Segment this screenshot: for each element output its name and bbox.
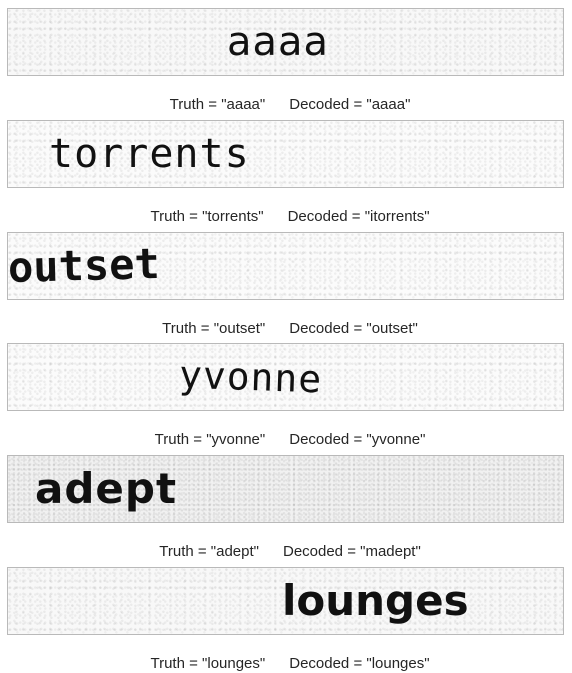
truth-label: Truth = "aaaa" — [169, 96, 266, 113]
sample-image-1: aaaa — [7, 8, 564, 76]
truth-label: Truth = "adept" — [159, 543, 259, 560]
truth-label: Truth = "outset" — [162, 320, 266, 337]
sample-image-2: torrents — [7, 120, 564, 188]
sample-image-3: outset — [7, 232, 564, 300]
sample-image-4: yvonne — [7, 343, 564, 411]
decoded-label: Decoded = "yvonne" — [289, 431, 426, 448]
sample-caption-1: Truth = "aaaa" Decoded = "aaaa" — [0, 78, 572, 114]
sample-image-text: yvonne — [178, 352, 324, 402]
sample-image-text: outset — [7, 239, 161, 292]
sample-image-text: aaaa — [227, 19, 330, 65]
sample-image-6: lounges — [7, 567, 564, 635]
decoded-label: Decoded = "lounges" — [289, 655, 430, 672]
truth-label: Truth = "lounges" — [150, 655, 266, 672]
truth-label: Truth = "yvonne" — [154, 431, 266, 448]
sample-caption-2: Truth = "torrents" Decoded = "itorrents" — [0, 190, 572, 226]
sample-caption-5: Truth = "adept" Decoded = "madept" — [0, 525, 572, 561]
decoded-label: Decoded = "aaaa" — [289, 96, 411, 113]
sample-image-5: adept — [7, 455, 564, 523]
sample-caption-3: Truth = "outset" Decoded = "outset" — [0, 302, 572, 338]
truth-label: Truth = "torrents" — [150, 208, 264, 225]
decoded-label: Decoded = "itorrents" — [287, 208, 430, 225]
sample-image-text: adept — [35, 464, 178, 513]
decoded-label: Decoded = "madept" — [282, 543, 421, 560]
sample-caption-4: Truth = "yvonne" Decoded = "yvonne" — [0, 413, 572, 449]
sample-image-text: torrents — [49, 131, 250, 177]
sample-image-text: lounges — [282, 576, 469, 625]
sample-caption-6: Truth = "lounges" Decoded = "lounges" — [0, 637, 572, 673]
decoded-label: Decoded = "outset" — [289, 320, 418, 337]
